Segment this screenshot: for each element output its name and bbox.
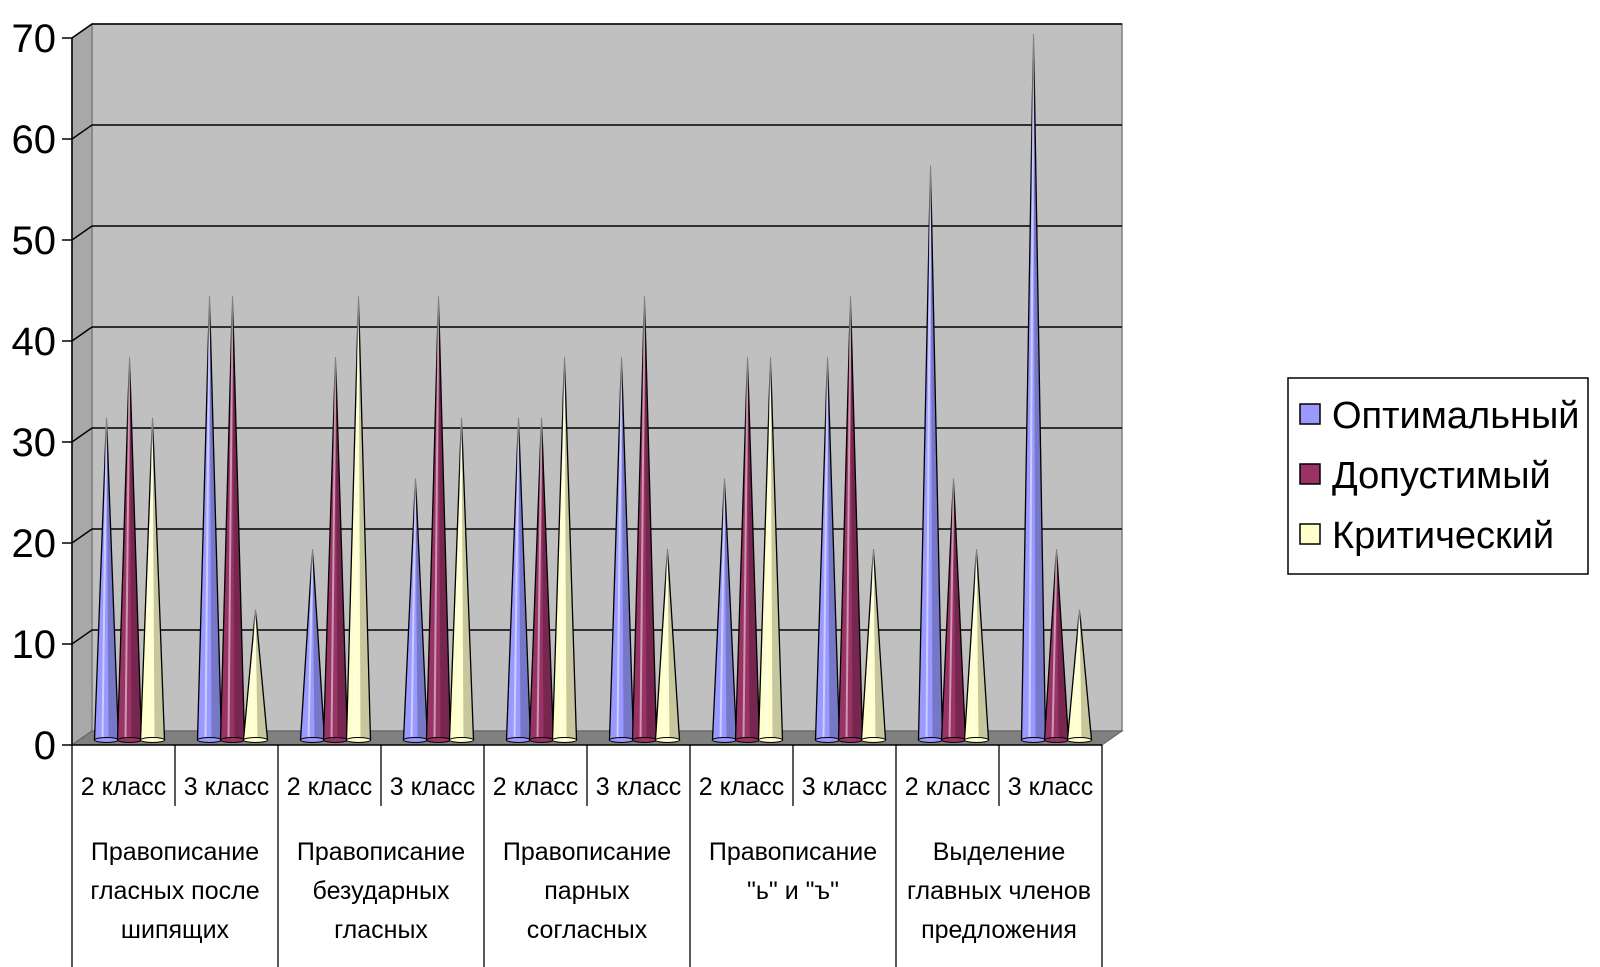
cone-mark [196, 296, 223, 743]
x-category-label: 2 класс [905, 773, 991, 801]
x-group-label: безударных [313, 877, 450, 905]
legend-swatch [1299, 523, 1321, 545]
cone-mark [631, 296, 658, 743]
back-wall [91, 23, 1123, 732]
cone-mark [139, 417, 166, 743]
x-group-label: Правописание [709, 838, 877, 866]
y-tick-label: 10 [12, 623, 57, 667]
legend-label: Критический [1332, 515, 1554, 557]
gridline-side [71, 528, 93, 544]
cone-mark [1043, 549, 1070, 743]
y-tick-label: 50 [12, 219, 57, 263]
cone-mark [505, 417, 532, 743]
y-tick-label: 60 [12, 118, 57, 162]
x-group-label: "ь" и "ъ" [747, 877, 839, 905]
gridline-side [71, 225, 93, 241]
cone-mark [448, 417, 475, 743]
cone-mark [963, 549, 990, 743]
x-group-label: согласных [527, 916, 648, 944]
legend-swatch [1299, 403, 1321, 425]
cone-mark [242, 609, 269, 743]
cone-mark [345, 296, 372, 743]
x-group-label: гласных после [90, 877, 259, 905]
x-group-label: главных членов [907, 877, 1091, 905]
gridline-side [71, 629, 93, 645]
cone-mark [734, 357, 761, 743]
cone-mark [917, 165, 944, 743]
y-tick-label: 40 [12, 320, 57, 364]
y-tick-label: 70 [12, 17, 57, 61]
cone-mark [860, 549, 887, 743]
x-category-label: 3 класс [596, 773, 682, 801]
gridline-side [71, 23, 93, 39]
cone-mark [940, 478, 967, 743]
y-tick-label: 0 [34, 724, 56, 768]
legend-box [1287, 377, 1589, 575]
x-group-label: Правописание [503, 838, 671, 866]
x-category-label: 3 класс [1008, 773, 1094, 801]
x-group-label: шипящих [121, 916, 230, 944]
cone-mark [425, 296, 452, 743]
cone-mark [116, 357, 143, 743]
cone-mark [93, 417, 120, 743]
cone-mark [654, 549, 681, 743]
legend-label: Оптимальный [1332, 395, 1580, 437]
cone-mark [1066, 609, 1093, 743]
cone-mark [711, 478, 738, 743]
cone-mark [837, 296, 864, 743]
x-group-label: гласных [334, 916, 428, 944]
y-tick-label: 30 [12, 421, 57, 465]
x-category-label: 2 класс [287, 773, 373, 801]
cone-mark [402, 478, 429, 743]
x-category-label: 3 класс [390, 773, 476, 801]
x-group-label: парных [544, 877, 630, 905]
cone-mark [608, 357, 635, 743]
x-category-label: 2 класс [493, 773, 579, 801]
y-tick-label: 20 [12, 522, 57, 566]
x-category-label: 2 класс [81, 773, 167, 801]
cone-mark [219, 296, 246, 743]
cone-mark [299, 549, 326, 743]
legend-label: Допустимый [1332, 455, 1551, 497]
gridline-side [71, 124, 93, 140]
cone-mark [1020, 34, 1047, 743]
gridline-side [71, 326, 93, 342]
cone-mark [814, 357, 841, 743]
x-group-label: предложения [921, 916, 1077, 944]
x-category-label: 3 класс [184, 773, 270, 801]
cone-mark [551, 357, 578, 743]
legend-swatch [1299, 463, 1321, 485]
x-category-label: 2 класс [699, 773, 785, 801]
x-category-label: 3 класс [802, 773, 888, 801]
cone-mark [757, 357, 784, 743]
x-group-label: Правописание [91, 838, 259, 866]
x-group-label: Выделение [933, 838, 1065, 866]
x-group-label: Правописание [297, 838, 465, 866]
gridline-side [71, 427, 93, 443]
